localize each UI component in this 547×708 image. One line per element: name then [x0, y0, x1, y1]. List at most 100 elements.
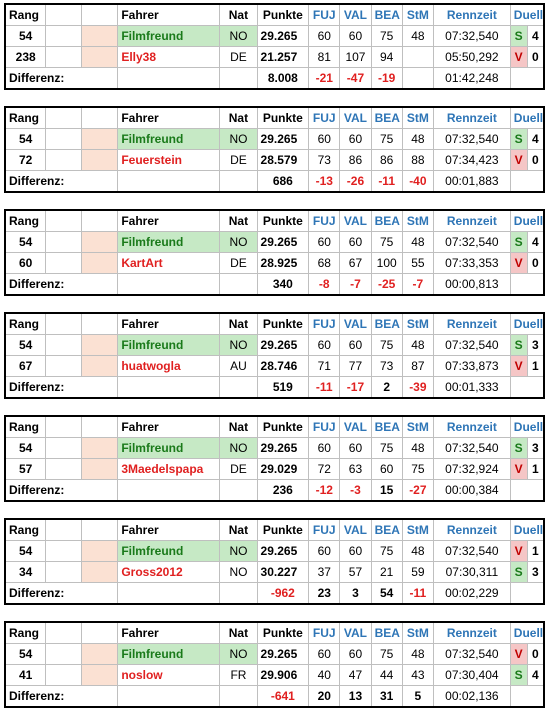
header-punkte: Punkte	[256, 621, 310, 644]
driver-name: Filmfreund	[117, 540, 221, 562]
punkte-cell: 29.906	[256, 664, 310, 686]
blank-cell	[117, 479, 221, 502]
fuj-cell: 68	[308, 252, 341, 274]
diff-val: 13	[339, 685, 372, 708]
punkte-cell: 29.029	[256, 458, 310, 480]
header-blank	[45, 3, 83, 26]
header-stm: StM	[401, 621, 434, 644]
punkte-cell: 29.265	[256, 231, 310, 253]
diff-punkte: 340	[256, 273, 310, 296]
duel-result: V	[509, 46, 528, 68]
driver-row-opponent: 60 KartArt DE 28.925 68 67 100 55 07:33,…	[4, 252, 545, 274]
header-rang: Rang	[4, 518, 47, 541]
driver-name: 3Maedelspapa	[117, 458, 221, 480]
difference-row: Differenz: -641 20 13 31 5 00:02,136	[4, 685, 545, 708]
duel-result: V	[509, 252, 528, 274]
nat-cell: NO	[219, 128, 258, 150]
stm-cell: 59	[401, 561, 434, 583]
diff-stm: -7	[401, 273, 434, 296]
differenz-label: Differenz:	[4, 170, 119, 193]
diff-bea: 15	[370, 479, 403, 502]
rang-cell: 57	[4, 458, 47, 480]
driver-name: Filmfreund	[117, 25, 221, 47]
rennzeit-cell: 07:32,540	[432, 334, 511, 356]
header-duelle: Duelle	[509, 621, 545, 644]
duel-result: S	[509, 561, 528, 583]
rennzeit-cell: 07:32,540	[432, 25, 511, 47]
diff-fuj: -11	[308, 376, 341, 399]
blank-cell	[45, 25, 83, 47]
header-row: Rang Fahrer Nat Punkte FUJ VAL BEA StM R…	[4, 209, 545, 232]
bea-cell: 75	[370, 540, 403, 562]
nat-cell: DE	[219, 149, 258, 171]
header-fahrer: Fahrer	[117, 518, 221, 541]
bea-cell: 75	[370, 128, 403, 150]
pink-cell	[81, 458, 119, 480]
comparison-table: Rang Fahrer Nat Punkte FUJ VAL BEA StM R…	[4, 3, 545, 90]
header-nat: Nat	[219, 415, 258, 438]
header-stm: StM	[401, 106, 434, 129]
driver-row-own: 54 Filmfreund NO 29.265 60 60 75 48 07:3…	[4, 128, 545, 150]
duel-result: S	[509, 25, 528, 47]
rang-cell: 54	[4, 231, 47, 253]
diff-fuj: -13	[308, 170, 341, 193]
diff-bea: -19	[370, 67, 403, 90]
fuj-cell: 72	[308, 458, 341, 480]
differenz-label: Differenz:	[4, 479, 119, 502]
diff-rennzeit: 00:02,136	[432, 685, 511, 708]
diff-fuj: 20	[308, 685, 341, 708]
driver-row-opponent: 34 Gross2012 NO 30.227 37 57 21 59 07:30…	[4, 561, 545, 583]
diff-val: 3	[339, 582, 372, 605]
nat-cell: NO	[219, 231, 258, 253]
val-cell: 67	[339, 252, 372, 274]
header-fuj: FUJ	[308, 3, 341, 26]
punkte-cell: 28.925	[256, 252, 310, 274]
header-bea: BEA	[370, 209, 403, 232]
blank-cell	[509, 273, 545, 296]
header-blank	[45, 415, 83, 438]
blank-cell	[45, 458, 83, 480]
diff-punkte: 686	[256, 170, 310, 193]
stm-cell: 48	[401, 25, 434, 47]
rennzeit-cell: 07:32,540	[432, 540, 511, 562]
val-cell: 77	[339, 355, 372, 377]
difference-row: Differenz: 686 -13 -26 -11 -40 00:01,883	[4, 170, 545, 193]
header-rennzeit: Rennzeit	[432, 518, 511, 541]
pink-cell	[81, 149, 119, 171]
driver-row-opponent: 67 huatwogla AU 28.746 71 77 73 87 07:33…	[4, 355, 545, 377]
duel-result: V	[509, 458, 528, 480]
nat-cell: NO	[219, 25, 258, 47]
header-rennzeit: Rennzeit	[432, 415, 511, 438]
header-rennzeit: Rennzeit	[432, 209, 511, 232]
blank-cell	[219, 479, 258, 502]
header-bea: BEA	[370, 621, 403, 644]
punkte-cell: 29.265	[256, 25, 310, 47]
diff-val: -7	[339, 273, 372, 296]
driver-name: Gross2012	[117, 561, 221, 583]
blank-cell	[219, 685, 258, 708]
blank-cell	[117, 376, 221, 399]
diff-val: -17	[339, 376, 372, 399]
duel-count: 0	[526, 643, 545, 665]
header-blank	[81, 621, 119, 644]
duel-count: 3	[526, 561, 545, 583]
diff-punkte: 8.008	[256, 67, 310, 90]
header-nat: Nat	[219, 518, 258, 541]
nat-cell: NO	[219, 643, 258, 665]
header-fahrer: Fahrer	[117, 312, 221, 335]
blank-cell	[219, 273, 258, 296]
difference-row: Differenz: -962 23 3 54 -11 00:02,229	[4, 582, 545, 605]
comparison-table: Rang Fahrer Nat Punkte FUJ VAL BEA StM R…	[4, 106, 545, 193]
driver-row-own: 54 Filmfreund NO 29.265 60 60 75 48 07:3…	[4, 540, 545, 562]
header-stm: StM	[401, 312, 434, 335]
rennzeit-cell: 07:33,353	[432, 252, 511, 274]
stm-cell: 55	[401, 252, 434, 274]
rang-cell: 54	[4, 643, 47, 665]
bea-cell: 94	[370, 46, 403, 68]
rennzeit-cell: 07:33,873	[432, 355, 511, 377]
val-cell: 86	[339, 149, 372, 171]
fuj-cell: 40	[308, 664, 341, 686]
header-val: VAL	[339, 621, 372, 644]
header-punkte: Punkte	[256, 415, 310, 438]
bea-cell: 75	[370, 334, 403, 356]
